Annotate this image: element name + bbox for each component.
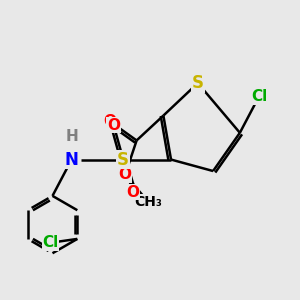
Text: Cl: Cl — [42, 235, 59, 250]
Text: O: O — [107, 118, 120, 133]
Text: N: N — [65, 151, 79, 169]
Text: CH₃: CH₃ — [134, 195, 162, 208]
Text: O: O — [103, 114, 116, 129]
Text: O: O — [118, 167, 132, 182]
Text: S: S — [117, 151, 129, 169]
Text: O: O — [126, 184, 139, 200]
Text: H: H — [65, 129, 78, 144]
Text: Cl: Cl — [251, 89, 267, 104]
Text: S: S — [192, 74, 204, 92]
